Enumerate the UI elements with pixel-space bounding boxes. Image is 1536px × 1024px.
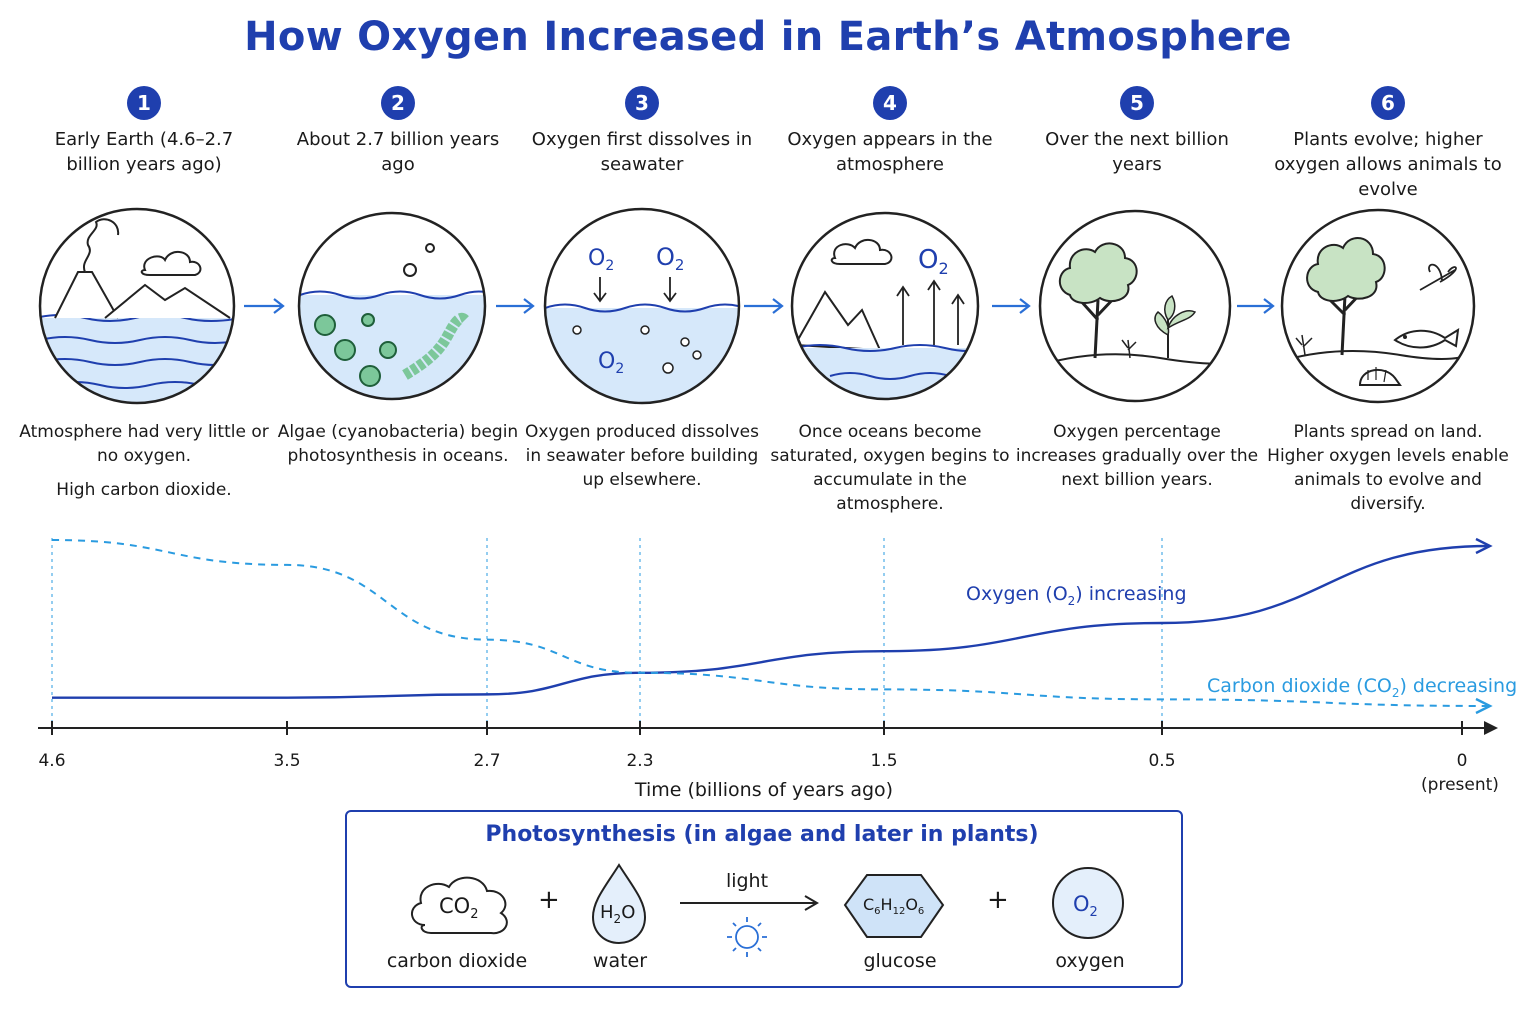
plants-animals-icon: [1280, 208, 1476, 404]
sun-icon: [727, 917, 767, 957]
svg-text:H2O: H2O: [600, 902, 635, 926]
water-drop-icon: [591, 863, 647, 945]
x-tick-label: 0.5: [1148, 751, 1175, 771]
oxygen-atmosphere-icon: O2: [790, 211, 980, 401]
page-title: How Oxygen Increased in Earth’s Atmosphe…: [244, 14, 1292, 60]
photosynthesis-equation: CO2 + H2O light C6H12O6 + O2: [411, 863, 1124, 957]
svg-text:light: light: [726, 870, 768, 892]
step-number-5: 5: [1120, 86, 1154, 120]
oxygen-series-label: Oxygen (O2) increasing: [966, 583, 1187, 608]
x-tick-present-label: (present): [1421, 775, 1499, 795]
svg-text:O2: O2: [588, 246, 614, 274]
photosynthesis-title: Photosynthesis (in algae and later in pl…: [485, 822, 1039, 847]
step-description-note: High carbon dioxide.: [56, 480, 232, 500]
step-description-text: Oxygen produced dissolves in seawater be…: [524, 422, 760, 490]
oxygen-series-line: [52, 544, 1491, 699]
water-label: water: [592, 950, 648, 972]
step-description-6: Plants spread on land. Higher oxygen lev…: [1263, 420, 1513, 516]
x-tick-label: 3.5: [273, 751, 300, 771]
oxygen-label: oxygen: [1055, 950, 1125, 972]
co2-label: carbon dioxide: [386, 950, 528, 972]
step-number-1: 1: [127, 86, 161, 120]
glucose-hexagon-icon: [843, 874, 945, 938]
x-axis-arrowhead: [1484, 721, 1498, 735]
svg-text:O2: O2: [918, 245, 949, 278]
x-tick-label: 1.5: [870, 751, 897, 771]
oxygen-dissolves-icon: O2 O2 O2: [543, 207, 741, 405]
step-description-4: Once oceans become saturated, oxygen beg…: [765, 420, 1015, 516]
oxygen-co2-chart: 4.6 3.5 2.7 2.3 1.5 0.5 0 (present) Time (billio…: [38, 537, 1517, 801]
step-illustrations: O2 O2 O2 O2: [38, 207, 1476, 405]
step-number-3: 3: [625, 86, 659, 120]
x-tick-label: 2.7: [473, 751, 500, 771]
step-description-text: Once oceans become saturated, oxygen beg…: [770, 422, 1010, 514]
x-axis-title: Time (billions of years ago): [634, 779, 893, 801]
co2-series-label: Carbon dioxide (CO2) decreasing: [1207, 675, 1517, 700]
step-description-text: Atmosphere had very little or no oxygen.: [19, 422, 269, 466]
algae-ocean-icon: [297, 211, 487, 401]
co2-series-line: [51, 539, 1491, 707]
co2-cloud-icon: [411, 876, 508, 935]
step-arrows: [244, 298, 1275, 314]
step-number-6: 6: [1371, 86, 1405, 120]
step-description-2: Algae (cyanobacteria) begin photosynthes…: [273, 420, 523, 468]
x-tick-label: 4.6: [38, 751, 65, 771]
oxygen-series-arrowhead: [1475, 537, 1493, 555]
photosynthesis-panel: [345, 810, 1183, 988]
step-description-3: Oxygen produced dissolves in seawater be…: [517, 420, 767, 492]
svg-text:C6H12O6: C6H12O6: [863, 895, 924, 917]
step-heading-5: Over the next billion years: [1045, 129, 1229, 175]
step-description-text: Algae (cyanobacteria) begin photosynthes…: [277, 422, 519, 466]
step-description-text: Oxygen percentage increases gradually ov…: [1015, 422, 1259, 490]
step-heading-4: Oxygen appears in the atmosphere: [787, 129, 993, 175]
svg-text:CO2: CO2: [439, 894, 478, 922]
oxygen-circle-icon: [1052, 867, 1124, 939]
x-tick-label: 2.3: [626, 751, 653, 771]
step-description-text: Plants spread on land. Higher oxygen lev…: [1267, 422, 1509, 514]
step-number-4: 4: [873, 86, 907, 120]
early-earth-icon: [38, 207, 236, 405]
svg-text:+: +: [987, 885, 1009, 915]
glucose-label: glucose: [863, 950, 937, 972]
step-number-2: 2: [381, 86, 415, 120]
step-heading-2: About 2.7 billion years ago: [296, 129, 500, 175]
plant-growth-icon: [1038, 209, 1232, 403]
step-description-1: Atmosphere had very little or no oxygen.…: [19, 420, 269, 502]
svg-text:O2: O2: [1073, 892, 1098, 920]
step-description-5: Oxygen percentage increases gradually ov…: [1012, 420, 1262, 492]
svg-text:+: +: [538, 885, 560, 915]
step-heading-1: Early Earth (4.6–2.7 billion years ago): [54, 129, 234, 175]
step-heading-6: Plants evolve; higher oxygen allows anim…: [1274, 129, 1502, 200]
svg-text:O2: O2: [656, 243, 684, 274]
x-tick-label: 0: [1457, 751, 1468, 771]
step-heading-3: Oxygen first dissolves in seawater: [531, 129, 753, 175]
co2-series-arrowhead: [1475, 697, 1493, 715]
